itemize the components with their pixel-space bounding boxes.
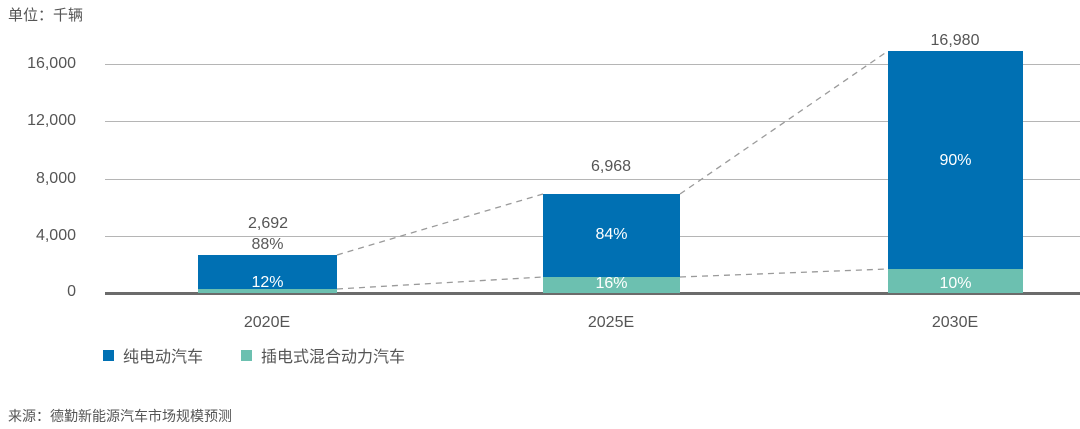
- x-label-2025E: 2025E: [587, 314, 635, 331]
- bar-2025E-phev-segment: [543, 277, 680, 293]
- source-note: 来源：德勤新能源汽车市场规模预测: [8, 409, 232, 425]
- bar-2025E-phev-share: 16%: [595, 275, 628, 292]
- bar-2025E-total: 6,968: [590, 158, 632, 175]
- legend: 纯电动汽车 插电式混合动力汽车: [103, 343, 443, 367]
- legend-item-bev: 纯电动汽车: [103, 343, 203, 367]
- bar-2020E-phev-share: 12%: [251, 274, 284, 291]
- gridline-8000: [105, 179, 1080, 180]
- legend-item-phev: 插电式混合动力汽车: [241, 343, 405, 367]
- y-tick-12000: 12,000: [27, 112, 76, 129]
- legend-swatch-bev: [103, 349, 114, 361]
- bar-2030E-phev-segment: [888, 269, 1023, 293]
- bar-2020E-bev-segment: [198, 255, 337, 289]
- x-axis-baseline: [105, 292, 1080, 295]
- bar-2020E-bev-share: 88%: [251, 236, 284, 253]
- x-label-2020E: 2020E: [243, 314, 291, 331]
- bar-2025E: 84% 16%: [543, 194, 680, 293]
- bar-2020E-total: 2,692: [247, 215, 289, 232]
- y-tick-16000: 16,000: [27, 55, 76, 72]
- unit-label: 单位：千辆: [8, 6, 84, 24]
- y-tick-8000: 8,000: [35, 170, 76, 187]
- bar-2030E-bev-share: 90%: [939, 152, 972, 169]
- legend-swatch-phev: [241, 349, 253, 361]
- dashed-connectors: [336, 50, 889, 290]
- y-tick-4000: 4,000: [35, 227, 76, 244]
- bar-2030E-total: 16,980: [930, 32, 980, 49]
- y-tick-0: 0: [67, 283, 76, 300]
- bar-2030E-bev-segment: [888, 51, 1023, 269]
- legend-label-bev: 纯电动汽车: [123, 347, 204, 366]
- bar-2030E-phev-share: 10%: [939, 275, 972, 292]
- bar-2030E: 90% 10%: [888, 51, 1023, 293]
- gridline-12000: [105, 121, 1080, 122]
- bar-2020E: 12%: [198, 255, 337, 293]
- legend-label-phev: 插电式混合动力汽车: [261, 347, 406, 366]
- bar-2020E-phev-segment: [198, 289, 337, 293]
- bar-2025E-bev-share: 84%: [595, 226, 628, 243]
- gridline-16000: [105, 64, 1080, 65]
- bar-2025E-bev-segment: [543, 194, 680, 277]
- x-label-2030E: 2030E: [931, 314, 979, 331]
